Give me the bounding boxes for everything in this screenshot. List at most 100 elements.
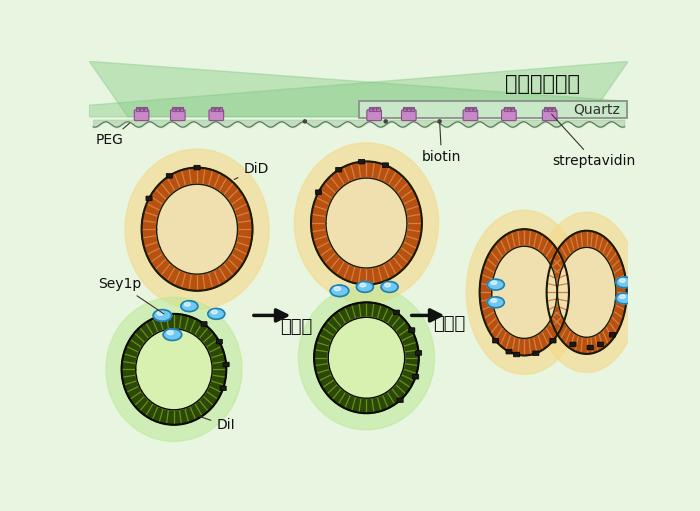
Bar [552,107,555,111]
Ellipse shape [326,178,407,268]
FancyBboxPatch shape [587,345,593,350]
FancyBboxPatch shape [550,338,556,343]
Ellipse shape [219,108,221,110]
Ellipse shape [153,310,172,321]
Ellipse shape [491,298,497,303]
FancyBboxPatch shape [201,321,207,326]
Ellipse shape [620,278,625,282]
Ellipse shape [334,287,340,291]
Bar [358,101,626,119]
Ellipse shape [381,282,398,292]
Ellipse shape [163,329,181,340]
FancyBboxPatch shape [134,110,149,121]
FancyBboxPatch shape [382,163,389,168]
Ellipse shape [167,331,174,335]
Ellipse shape [487,297,504,308]
Text: Sey1p: Sey1p [99,277,164,314]
FancyBboxPatch shape [412,375,419,379]
Ellipse shape [181,108,183,110]
Ellipse shape [370,108,371,110]
Ellipse shape [216,108,217,110]
Ellipse shape [552,108,554,110]
Ellipse shape [141,108,143,110]
Bar [469,107,472,111]
Polygon shape [89,61,629,117]
Bar [172,107,176,111]
Bar [369,107,372,111]
FancyBboxPatch shape [542,110,557,121]
FancyBboxPatch shape [570,342,576,347]
Ellipse shape [466,108,468,110]
Ellipse shape [412,108,414,110]
Ellipse shape [303,120,307,123]
Ellipse shape [487,279,504,290]
Bar [511,107,514,111]
Ellipse shape [404,108,406,110]
Ellipse shape [173,108,175,110]
FancyBboxPatch shape [166,174,172,178]
Bar [473,107,476,111]
Ellipse shape [356,282,373,292]
Ellipse shape [512,108,514,110]
FancyBboxPatch shape [514,352,519,357]
FancyBboxPatch shape [220,386,226,390]
Ellipse shape [177,108,178,110]
Ellipse shape [141,168,253,291]
Ellipse shape [211,310,217,314]
Bar [372,107,376,111]
FancyBboxPatch shape [171,110,185,121]
Ellipse shape [311,161,422,285]
FancyBboxPatch shape [416,351,421,355]
Ellipse shape [384,283,391,287]
Bar [136,107,139,111]
Ellipse shape [136,108,139,110]
Bar [218,107,222,111]
Ellipse shape [106,297,242,442]
Ellipse shape [549,108,551,110]
Bar [548,107,552,111]
FancyBboxPatch shape [223,362,229,367]
Ellipse shape [473,108,475,110]
Ellipse shape [157,184,237,274]
Bar [211,107,214,111]
Bar [545,107,547,111]
FancyBboxPatch shape [597,342,603,347]
FancyBboxPatch shape [463,110,477,121]
FancyBboxPatch shape [146,196,152,201]
Bar [215,107,218,111]
Ellipse shape [480,229,569,356]
FancyBboxPatch shape [409,328,415,332]
Ellipse shape [466,210,582,375]
Ellipse shape [491,246,557,338]
Text: 전반사현미경: 전반사현미경 [505,75,580,95]
Bar [180,107,183,111]
Ellipse shape [208,309,225,319]
Ellipse shape [330,285,349,296]
Text: DiD: DiD [234,162,269,179]
Ellipse shape [408,108,409,110]
FancyBboxPatch shape [609,333,615,337]
Ellipse shape [377,108,379,110]
Ellipse shape [491,281,497,285]
FancyBboxPatch shape [506,350,512,354]
Ellipse shape [157,311,163,315]
Ellipse shape [125,149,269,309]
FancyBboxPatch shape [316,190,321,195]
Ellipse shape [616,293,633,304]
Ellipse shape [557,247,616,337]
Text: 막융합: 막융합 [433,315,466,333]
Bar [176,107,179,111]
Ellipse shape [620,295,625,298]
FancyBboxPatch shape [209,110,223,121]
Bar [403,107,407,111]
Bar [407,107,410,111]
FancyBboxPatch shape [402,110,416,121]
Ellipse shape [360,283,366,287]
Bar [508,107,510,111]
Ellipse shape [508,108,510,110]
Text: PEG: PEG [95,123,130,148]
Bar [377,107,379,111]
Text: streptavidin: streptavidin [552,114,636,168]
Ellipse shape [298,286,435,430]
Bar [411,107,414,111]
